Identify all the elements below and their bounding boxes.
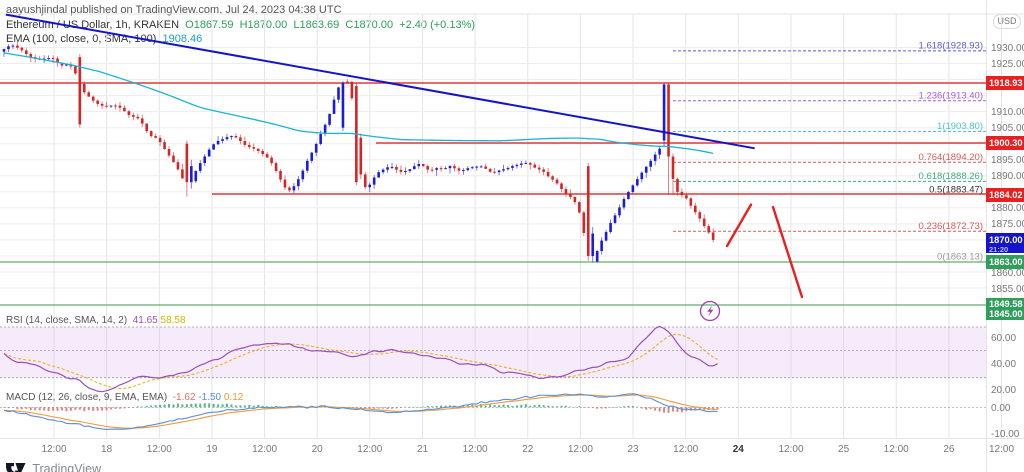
svg-text:MACD (12, 26, close, 9, EMA, E: MACD (12, 26, close, 9, EMA, EMA) -1.62 …: [6, 392, 244, 403]
svg-text:21:20: 21:20: [989, 245, 1008, 254]
svg-text:0.5(1883.47): 0.5(1883.47): [929, 185, 983, 196]
svg-text:0.236(1872.73): 0.236(1872.73): [919, 221, 983, 232]
svg-text:1870.00: 1870.00: [989, 235, 1023, 245]
svg-text:1925.00: 1925.00: [991, 59, 1024, 70]
svg-text:1.236(1913.40): 1.236(1913.40): [919, 90, 983, 101]
svg-text:1(1903.80): 1(1903.80): [937, 121, 983, 132]
svg-text:1905.00: 1905.00: [991, 123, 1024, 134]
svg-text:20.00: 20.00: [991, 385, 1016, 396]
svg-text:1918.93: 1918.93: [989, 78, 1023, 88]
svg-text:0(1863.13): 0(1863.13): [937, 252, 983, 263]
svg-text:40.00: 40.00: [991, 359, 1016, 370]
svg-text:RSI (14, close, SMA, 14, 2) 4: RSI (14, close, SMA, 14, 2) 41.65 58.58: [6, 315, 186, 326]
svg-text:1900.30: 1900.30: [989, 138, 1023, 148]
svg-text:1855.00: 1855.00: [991, 284, 1024, 295]
svg-text:1890.00: 1890.00: [991, 171, 1024, 182]
svg-text:0.00: 0.00: [991, 403, 1011, 414]
svg-text:1845.00: 1845.00: [989, 309, 1023, 319]
svg-text:60.00: 60.00: [991, 333, 1016, 344]
svg-text:0.764(1894.20): 0.764(1894.20): [919, 152, 983, 163]
svg-text:1895.00: 1895.00: [991, 155, 1024, 166]
svg-text:1930.00: 1930.00: [991, 43, 1024, 54]
svg-text:1849.58: 1849.58: [989, 299, 1023, 309]
svg-text:1875.00: 1875.00: [991, 219, 1024, 230]
svg-text:1860.00: 1860.00: [991, 268, 1024, 279]
svg-text:1.618(1928.93): 1.618(1928.93): [919, 41, 983, 52]
svg-text:-10.00: -10.00: [991, 429, 1020, 440]
svg-text:1910.00: 1910.00: [991, 107, 1024, 118]
svg-text:1863.00: 1863.00: [989, 257, 1023, 267]
svg-text:1884.02: 1884.02: [989, 190, 1023, 200]
svg-text:1880.00: 1880.00: [991, 203, 1024, 214]
svg-text:0.618(1888.26): 0.618(1888.26): [919, 171, 983, 182]
